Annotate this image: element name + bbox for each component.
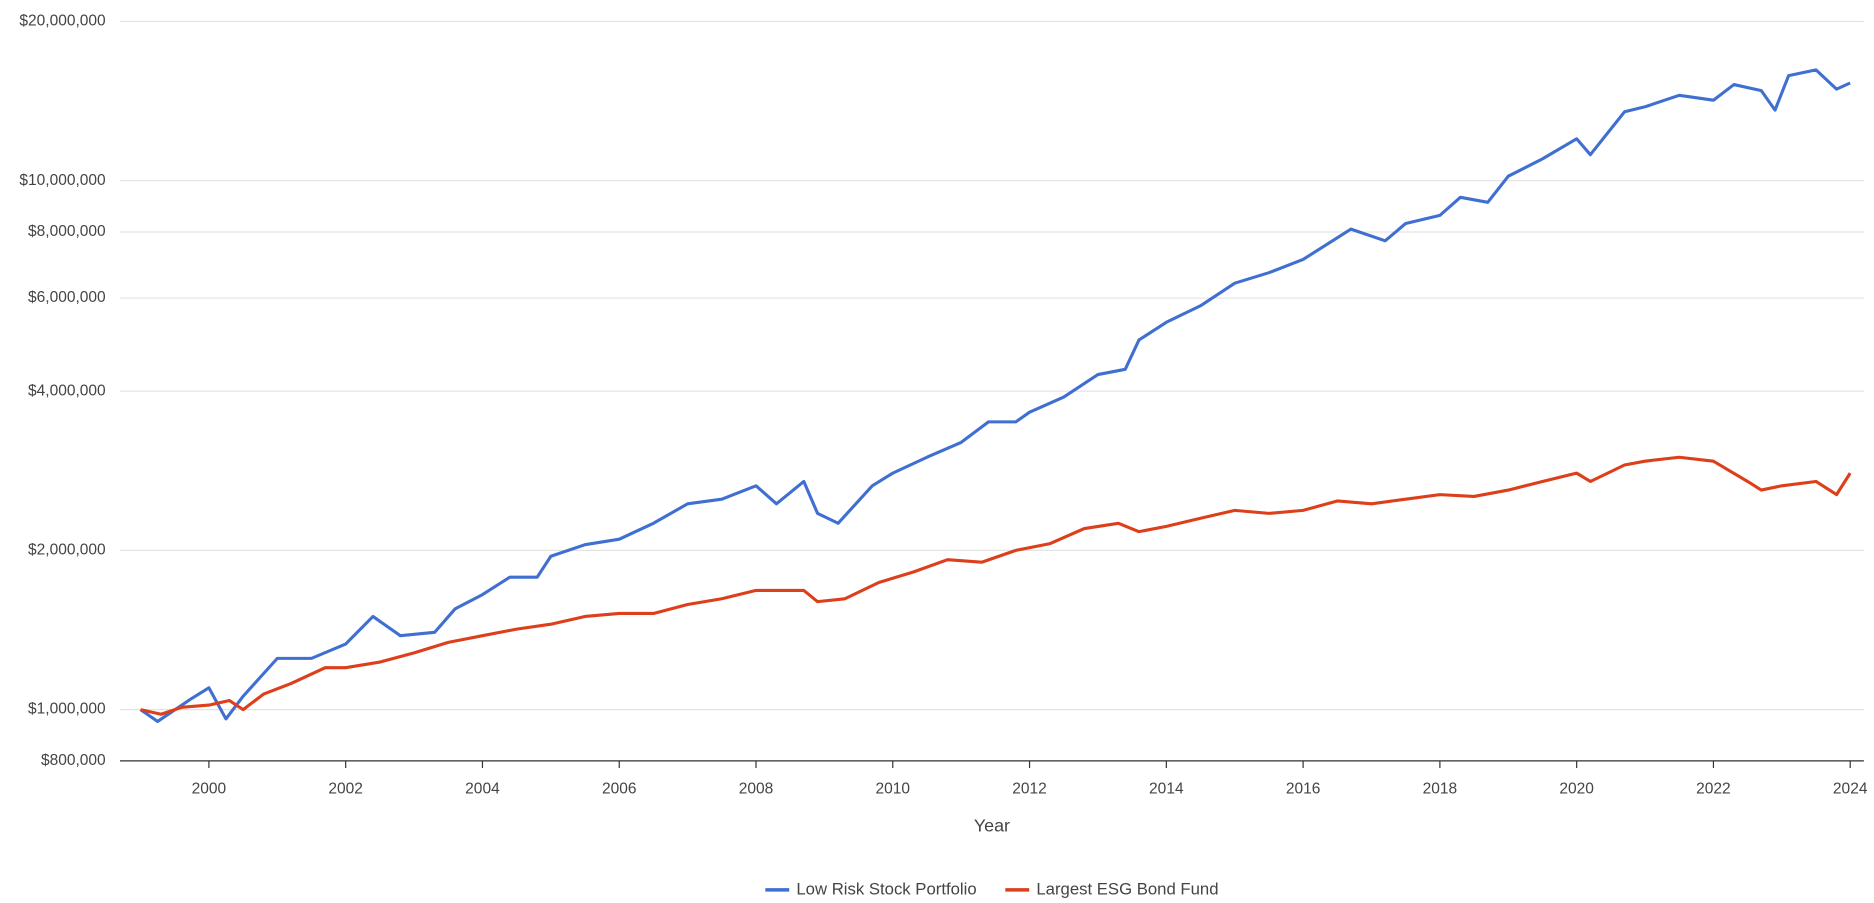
y-tick-label: $8,000,000 bbox=[28, 223, 106, 240]
x-tick-label: 2008 bbox=[739, 781, 774, 798]
x-tick-label: 2022 bbox=[1696, 781, 1731, 798]
legend-label: Low Risk Stock Portfolio bbox=[796, 879, 976, 898]
y-tick-label: $10,000,000 bbox=[19, 172, 106, 189]
y-tick-label: $6,000,000 bbox=[28, 289, 106, 306]
x-axis-label: Year bbox=[974, 815, 1010, 835]
legend-label: Largest ESG Bond Fund bbox=[1036, 879, 1218, 898]
y-tick-label: $4,000,000 bbox=[28, 382, 106, 399]
x-tick-label: 2006 bbox=[602, 781, 637, 798]
y-tick-label: $20,000,000 bbox=[19, 13, 106, 30]
y-tick-label: $2,000,000 bbox=[28, 541, 106, 558]
y-tick-label: $800,000 bbox=[41, 752, 106, 769]
x-tick-label: 2024 bbox=[1833, 781, 1868, 798]
legend: Low Risk Stock Portfolio Largest ESG Bond… bbox=[765, 879, 1219, 898]
x-tick-label: 2012 bbox=[1012, 781, 1047, 798]
series-line bbox=[139, 68, 1851, 723]
x-tick-label: 2020 bbox=[1559, 781, 1594, 798]
series-line bbox=[140, 455, 1852, 716]
x-tick-label: 2018 bbox=[1423, 781, 1458, 798]
x-tick-label: 2002 bbox=[328, 781, 363, 798]
x-tick-label: 2000 bbox=[192, 781, 227, 798]
x-tick-label: 2014 bbox=[1149, 781, 1184, 798]
x-tick-label: 2010 bbox=[876, 781, 911, 798]
x-tick-label: 2004 bbox=[465, 781, 500, 798]
x-tick-label: 2016 bbox=[1286, 781, 1321, 798]
y-tick-label: $1,000,000 bbox=[28, 701, 106, 718]
